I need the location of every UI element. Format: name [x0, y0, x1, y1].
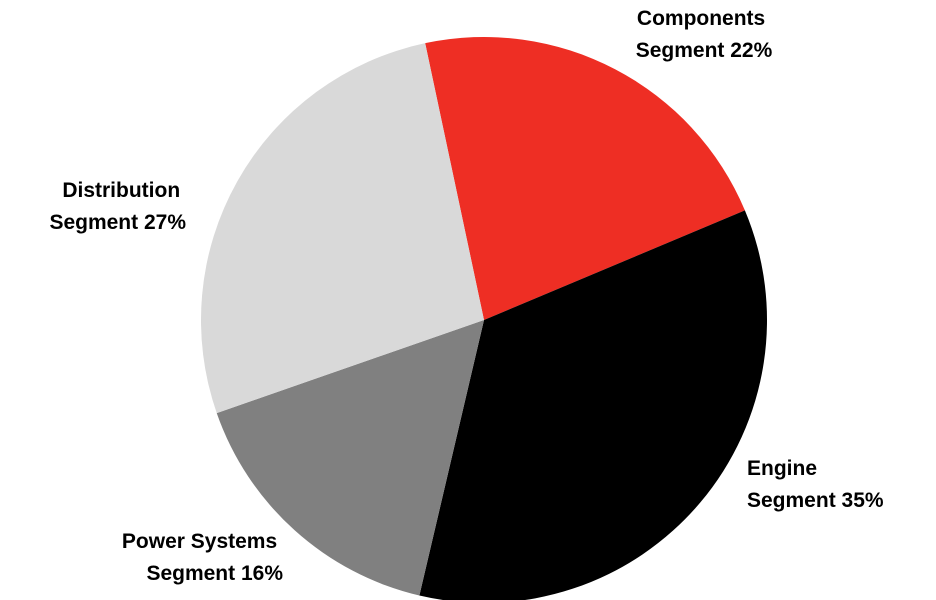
slice-label-components-line2: Segment 22% — [636, 39, 773, 62]
slice-label-power-systems-line1: Power Systems — [122, 530, 277, 553]
pie-slice-engine — [419, 210, 767, 600]
pie-labels: Components Segment 22% Engine Segment 35… — [49, 7, 883, 585]
slice-label-power-systems: Power Systems Segment 16% — [122, 530, 283, 585]
pie-slice-power-systems — [216, 320, 485, 596]
slice-label-distribution-line2: Segment 27% — [49, 211, 186, 234]
slice-label-power-systems-line2: Segment 16% — [146, 562, 283, 585]
slice-label-components: Components Segment 22% — [636, 7, 773, 62]
slice-label-engine-line1: Engine — [747, 457, 817, 480]
slice-label-distribution-line1: Distribution — [62, 179, 180, 202]
pie-slices — [200, 36, 767, 600]
slice-label-components-line1: Components — [637, 7, 765, 30]
slice-label-distribution: Distribution Segment 27% — [49, 179, 186, 234]
slice-label-engine: Engine Segment 35% — [747, 457, 884, 512]
pie-slice-components — [425, 36, 745, 320]
pie-slice-distribution — [200, 43, 484, 414]
slice-label-engine-line2: Segment 35% — [747, 489, 884, 512]
